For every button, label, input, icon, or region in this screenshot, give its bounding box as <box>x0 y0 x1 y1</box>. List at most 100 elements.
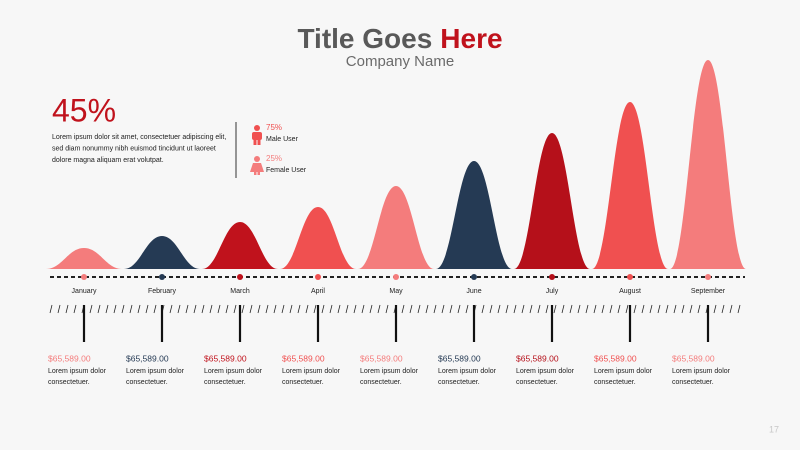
ruler-tick <box>481 304 485 314</box>
ruler-tick <box>289 304 293 314</box>
bell <box>202 222 278 269</box>
bell <box>46 248 122 269</box>
price: $65,589.00 <box>672 353 715 363</box>
ruler-tick <box>577 304 581 314</box>
month-text: Lorem ipsum dolor <box>126 368 185 375</box>
ruler-tick <box>489 304 493 314</box>
ruler-tick <box>121 304 125 314</box>
ruler-tick <box>281 304 285 314</box>
month-label: July <box>546 288 559 295</box>
ruler-tick <box>689 304 693 314</box>
ruler-tick <box>737 304 741 314</box>
ruler-tick <box>513 304 517 314</box>
ruler-tick <box>625 304 629 314</box>
ruler-tick <box>49 304 53 314</box>
ruler-tick <box>297 304 301 314</box>
ruler-tick <box>273 304 277 314</box>
ruler-tick <box>337 304 341 314</box>
user-label: Female User <box>266 167 307 174</box>
ruler-tick <box>361 304 365 314</box>
price: $65,589.00 <box>282 353 325 363</box>
ruler-tick <box>441 304 445 314</box>
ruler-tick <box>537 304 541 314</box>
bell <box>124 236 200 269</box>
subtitle: Company Name <box>346 53 454 70</box>
price: $65,589.00 <box>594 353 637 363</box>
user-value: 25% <box>266 154 282 163</box>
user-label: Male User <box>266 136 299 143</box>
ruler-tick <box>153 304 157 314</box>
ruler-tick <box>305 304 309 314</box>
ruler-tick <box>105 304 109 314</box>
title: Title Goes Here <box>297 23 502 54</box>
ruler-tick <box>201 304 205 314</box>
female-icon <box>250 156 264 175</box>
month-text: Lorem ipsum dolor <box>594 368 653 375</box>
ruler-tick <box>457 304 461 314</box>
timeline-dot <box>627 274 633 280</box>
ruler-tick <box>529 304 533 314</box>
ruler-tick <box>137 304 141 314</box>
month-text: consectetuer. <box>594 379 636 386</box>
ruler-tick <box>545 304 549 314</box>
ruler-tick <box>617 304 621 314</box>
month-text: Lorem ipsum dolor <box>438 368 497 375</box>
ruler-tick <box>129 304 133 314</box>
month-text: Lorem ipsum dolor <box>282 368 341 375</box>
ruler-tick <box>145 304 149 314</box>
timeline-dot <box>393 274 399 280</box>
price: $65,589.00 <box>48 353 91 363</box>
ruler-tick <box>497 304 501 314</box>
month-label: March <box>230 288 250 295</box>
ruler-tick <box>569 304 573 314</box>
ruler-tick <box>609 304 613 314</box>
ruler-tick <box>233 304 237 314</box>
ruler-tick <box>89 304 93 314</box>
ruler-tick <box>169 304 173 314</box>
ruler-tick <box>193 304 197 314</box>
ruler-tick <box>417 304 421 314</box>
price: $65,589.00 <box>126 353 169 363</box>
ruler-tick <box>225 304 229 314</box>
month-text: consectetuer. <box>672 379 714 386</box>
ruler-tick <box>681 304 685 314</box>
bell <box>358 186 434 269</box>
month-label: January <box>72 288 97 295</box>
price: $65,589.00 <box>516 353 559 363</box>
ruler-tick <box>665 304 669 314</box>
ruler-tick <box>585 304 589 314</box>
ruler-tick <box>641 304 645 314</box>
month-text: Lorem ipsum dolor <box>516 368 575 375</box>
ruler-tick <box>97 304 101 314</box>
ruler-tick <box>505 304 509 314</box>
ruler-tick <box>593 304 597 314</box>
ruler-tick <box>353 304 357 314</box>
month-label: June <box>466 288 481 295</box>
ruler-tick <box>313 304 317 314</box>
price: $65,589.00 <box>204 353 247 363</box>
price: $65,589.00 <box>360 353 403 363</box>
ruler-tick <box>385 304 389 314</box>
month-label: May <box>389 288 403 295</box>
timeline-dot <box>81 274 87 280</box>
ruler-tick <box>57 304 61 314</box>
ruler-tick <box>249 304 253 314</box>
ruler-tick <box>321 304 325 314</box>
ruler-tick <box>329 304 333 314</box>
ruler-tick <box>721 304 725 314</box>
ruler-tick <box>185 304 189 314</box>
stat-text: dolore magna aliquam erat volutpat. <box>52 157 164 164</box>
bell <box>592 102 668 269</box>
stat-text: sed diam nonummy nibh euismod tincidunt … <box>52 145 216 152</box>
ruler-tick <box>345 304 349 314</box>
ruler-tick <box>369 304 373 314</box>
month-text: Lorem ipsum dolor <box>204 368 263 375</box>
ruler-tick <box>113 304 117 314</box>
ruler-tick <box>409 304 413 314</box>
ruler-tick <box>521 304 525 314</box>
month-text: consectetuer. <box>438 379 480 386</box>
ruler-tick <box>401 304 405 314</box>
ruler-tick <box>265 304 269 314</box>
ruler-tick <box>433 304 437 314</box>
ruler-tick <box>649 304 653 314</box>
